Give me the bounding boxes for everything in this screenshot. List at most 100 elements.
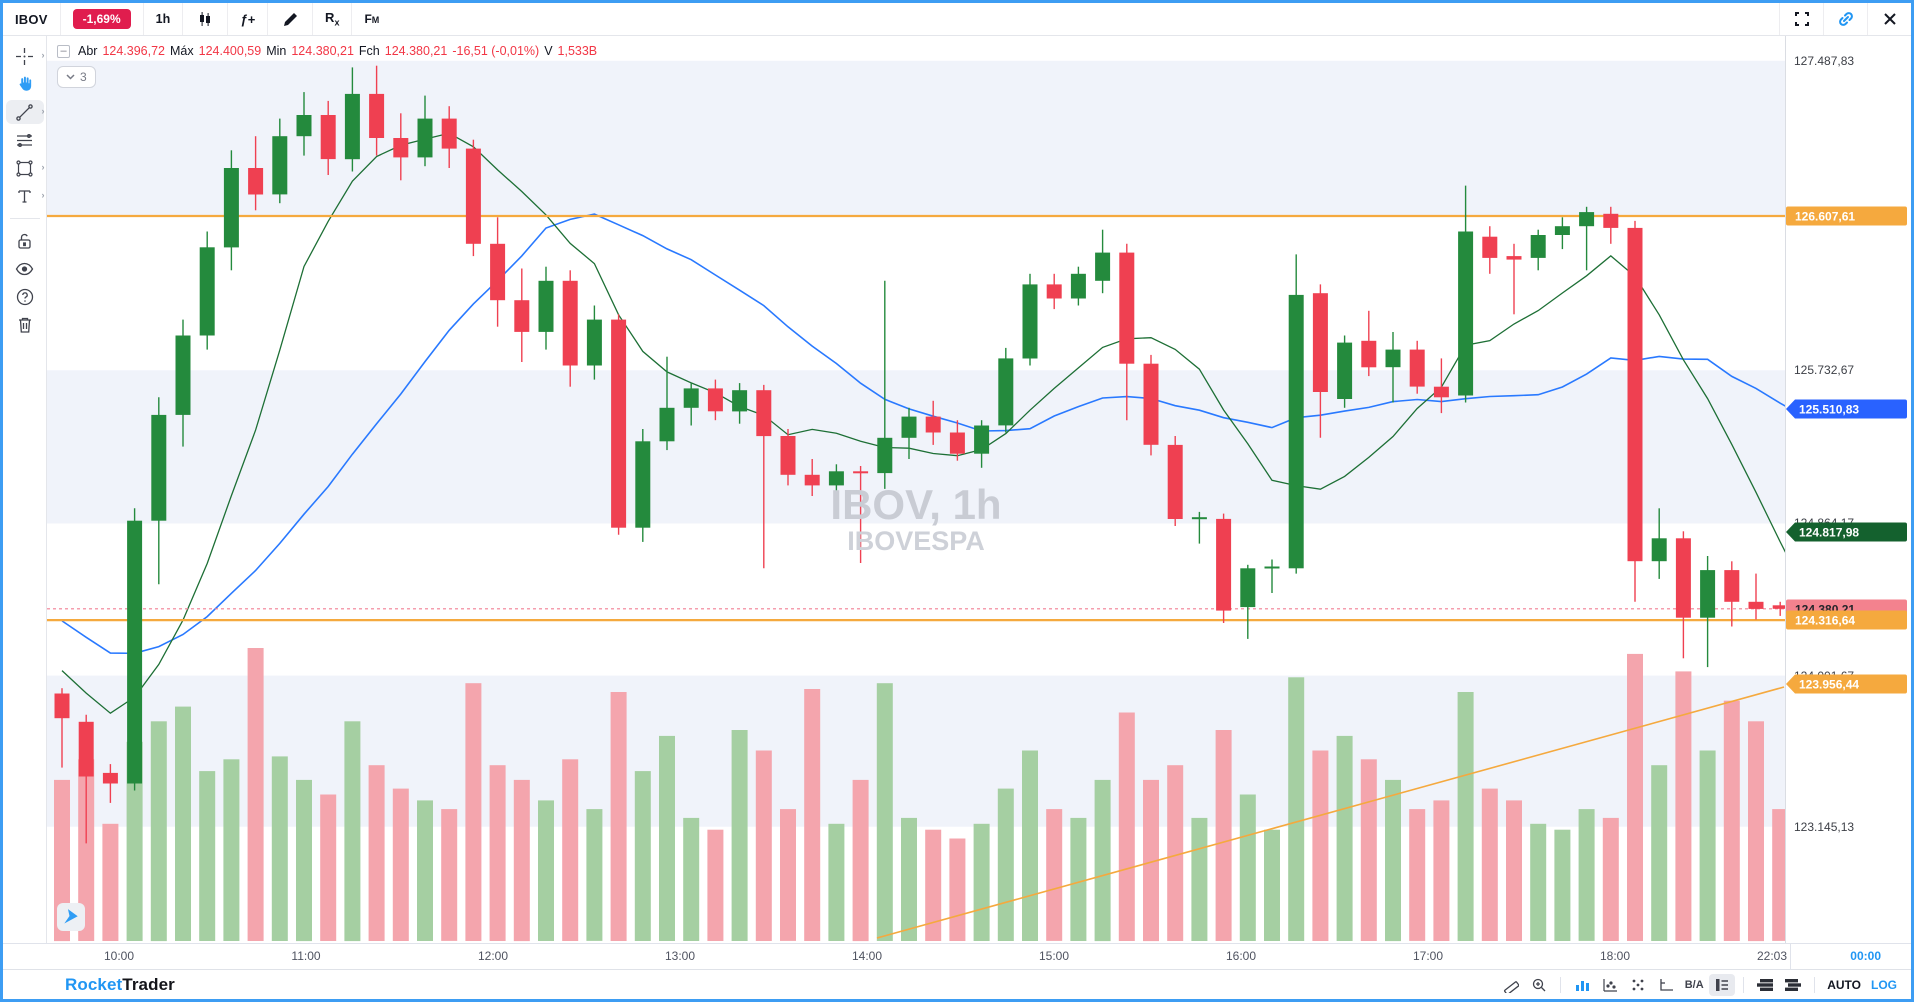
candle-body (586, 319, 602, 366)
separator (1560, 976, 1562, 993)
collapse-legend-button[interactable]: – (57, 44, 70, 58)
candle-body (1167, 444, 1183, 519)
trash-icon (18, 317, 31, 333)
chevron-right-icon[interactable]: › (41, 162, 45, 172)
volume-bar (1167, 765, 1184, 941)
axis-panel-button[interactable] (1653, 974, 1679, 996)
time-tick-label: 12:00 (477, 949, 509, 963)
candlestick-icon (195, 9, 215, 29)
timeframe-button[interactable]: 1h (144, 3, 184, 35)
volume-bar (562, 759, 579, 941)
candle-body (707, 388, 723, 412)
candle-body (1264, 566, 1280, 569)
candle-body (925, 416, 941, 433)
fullscreen-button[interactable] (1779, 3, 1823, 35)
tool-parallel-lines[interactable] (6, 128, 44, 152)
chart-type-button[interactable] (183, 3, 229, 35)
legend-open-label: Abr (78, 44, 98, 58)
volume-bar (755, 750, 772, 941)
tool-hand[interactable] (6, 72, 44, 96)
tool-text[interactable]: › (6, 184, 45, 208)
candle-body (1627, 227, 1643, 562)
volume-bar (1506, 800, 1522, 941)
price-tick-label: 125.732,67 (1794, 363, 1855, 377)
volume-panel-button[interactable] (1569, 974, 1595, 996)
candle-body (732, 390, 748, 412)
price-axis[interactable]: 127.487,83125.732,67124.864,17124.001,67… (1785, 36, 1911, 943)
order-book-button[interactable] (1709, 973, 1736, 996)
candle-body (828, 471, 844, 486)
volume-bar (1239, 794, 1256, 941)
tool-unlock[interactable] (6, 229, 44, 253)
measure-button[interactable] (1498, 974, 1524, 996)
diagonal-trendline[interactable] (876, 686, 1785, 939)
volume-bar (1627, 653, 1643, 941)
candle-body (1433, 386, 1449, 398)
tool-help[interactable] (6, 285, 44, 309)
volume-bar (1046, 809, 1063, 941)
fm-button[interactable]: FM (352, 3, 391, 35)
candle-body (1143, 363, 1159, 445)
candle-body (514, 300, 530, 332)
volume-bar (1748, 721, 1764, 942)
tool-rectangle[interactable]: › (6, 156, 45, 180)
chevron-right-icon[interactable]: › (41, 190, 45, 200)
ma-fast-line[interactable] (61, 132, 1785, 715)
scatter-panel-button[interactable] (1597, 974, 1623, 996)
rx-icon: Rx (325, 10, 340, 28)
volume-bar (150, 721, 167, 942)
dots-panel-button[interactable] (1625, 974, 1651, 996)
tool-eye[interactable] (6, 257, 44, 281)
legend-high-value: 124.400,59 (198, 44, 262, 58)
indicators-button[interactable]: ƒ+ (228, 3, 269, 35)
zoom-in-button[interactable] (1526, 974, 1552, 996)
depth-right-button[interactable] (1780, 974, 1806, 996)
close-button[interactable] (1867, 3, 1911, 35)
volume-bar (1433, 800, 1450, 941)
tool-crosshair[interactable]: › (6, 44, 45, 68)
candlestick-chart[interactable] (47, 36, 1785, 943)
volume-bar (1481, 788, 1498, 941)
top-toolbar: IBOV -1,69% 1h ƒ+ Rx FM (3, 3, 1911, 36)
volume-bar (368, 765, 385, 941)
tool-trash[interactable] (6, 313, 44, 337)
bid-ask-button[interactable]: B/A (1684, 978, 1704, 991)
volume-bar (1360, 759, 1377, 941)
candle-body (1724, 570, 1740, 602)
go-to-realtime-button[interactable] (57, 903, 85, 931)
candle-body (1554, 226, 1570, 235)
volume-bar (489, 765, 506, 941)
chart-area[interactable]: – Abr 124.396,72 Máx 124.400,59 Min 124.380… (47, 36, 1785, 943)
volume-bar (54, 779, 70, 942)
candle-body (320, 115, 336, 160)
rectangle-icon (16, 159, 33, 177)
volume-bar (876, 683, 893, 941)
legend-low-value: 124.380,21 (291, 44, 354, 58)
volume-bar (683, 817, 700, 941)
log-scale-toggle[interactable]: LOG (1871, 977, 1897, 992)
volume-bar (1602, 817, 1619, 941)
chevron-right-icon[interactable]: › (41, 50, 45, 60)
time-axis[interactable]: 00:00 10:00 11:00 12:00 13:00 14:00 15:00 16:0… (3, 943, 1911, 969)
tool-trendline[interactable]: › (5, 100, 45, 124)
legend-volume-value: 1,533B (557, 44, 598, 58)
symbol-group[interactable]: IBOV (3, 3, 61, 35)
volume-bar (78, 759, 95, 941)
draw-button[interactable] (268, 3, 314, 35)
rx-button[interactable]: Rx (313, 3, 353, 35)
indicators-icon: ƒ+ (240, 11, 256, 27)
chevron-right-icon[interactable]: › (41, 106, 45, 116)
depth-left-button[interactable] (1752, 974, 1778, 996)
auto-scale-toggle[interactable]: AUTO (1827, 977, 1861, 992)
candle-body (54, 693, 70, 719)
separator (1814, 976, 1816, 993)
volume-bar (852, 779, 869, 942)
indicators-count-button[interactable]: 3 (57, 66, 96, 88)
drawing-toolbar: › › › › (3, 36, 47, 943)
time-tick-label: 11:00 (291, 949, 321, 963)
volume-bar (659, 735, 675, 941)
volume-bar (1651, 765, 1668, 941)
volume-bar (247, 648, 264, 941)
candle-body (151, 414, 167, 521)
link-button[interactable] (1823, 3, 1867, 35)
